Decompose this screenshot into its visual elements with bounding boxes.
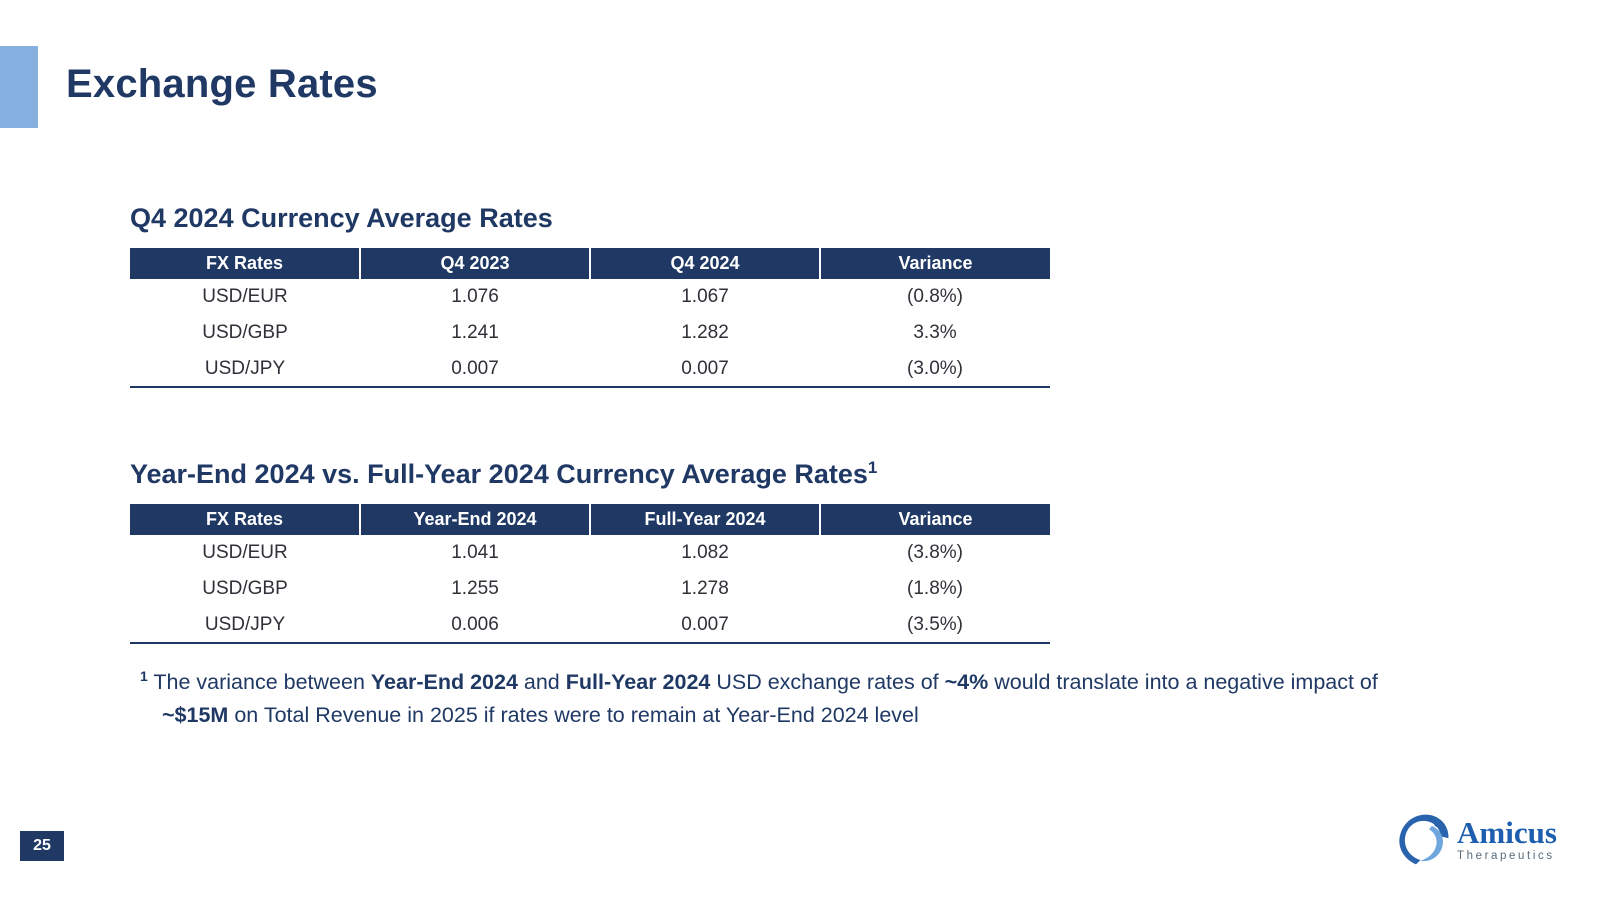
page-title: Exchange Rates xyxy=(66,62,378,106)
fx-pair: USD/EUR xyxy=(202,542,288,563)
footnote-text-bold: Full-Year 2024 xyxy=(565,670,711,695)
rate-value: 1.241 xyxy=(451,322,499,343)
rate-value: 1.067 xyxy=(681,286,729,307)
title-accent-bar xyxy=(0,46,38,128)
column-header: Full-Year 2024 xyxy=(589,504,820,535)
rate-value: 1.076 xyxy=(451,286,499,307)
variance-value: (1.8%) xyxy=(907,578,963,599)
section2-heading-text: Year-End 2024 vs. Full-Year 2024 Currenc… xyxy=(130,459,868,489)
footnote-text-bold: Year-End 2024 xyxy=(370,670,518,695)
column-header: Q4 2023 xyxy=(359,248,590,279)
table-row: USD/JPY 0.006 0.007 (3.5%) xyxy=(130,607,1050,644)
logo-company-name: Amicus xyxy=(1457,814,1557,850)
rate-value: 0.007 xyxy=(590,607,820,644)
section2-heading-superscript: 1 xyxy=(867,458,878,477)
fx-pair: USD/JPY xyxy=(130,607,360,644)
variance-value: (0.8%) xyxy=(907,286,963,307)
footnote-text-bold: ~$15M xyxy=(162,702,229,727)
table-row: USD/GBP 1.255 1.278 (1.8%) xyxy=(130,571,1050,607)
rate-value: 1.278 xyxy=(681,578,729,599)
column-header: Variance xyxy=(819,248,1050,279)
column-header: Variance xyxy=(819,504,1050,535)
logo-company-subtext: Therapeutics xyxy=(1457,849,1555,862)
footnote: 1 The variance between Year-End 2024 and… xyxy=(140,666,1440,732)
footnote-text: USD exchange rates of xyxy=(710,670,945,695)
q4-rates-table-header: FX Rates Q4 2023 Q4 2024 Variance xyxy=(130,248,1050,279)
section-q4-rates: Q4 2024 Currency Average Rates FX Rates … xyxy=(130,203,1050,388)
footnote-text: and xyxy=(517,670,566,695)
variance-value: 3.3% xyxy=(913,322,957,343)
rate-value: 1.255 xyxy=(451,578,499,599)
column-header: FX Rates xyxy=(130,248,360,279)
rate-value: 1.082 xyxy=(681,542,729,563)
fx-pair: USD/GBP xyxy=(202,578,288,599)
footnote-text: on Total Revenue in 2025 if rates were t… xyxy=(228,702,919,727)
table-row: USD/EUR 1.041 1.082 (3.8%) xyxy=(130,535,1050,571)
table-row: USD/GBP 1.241 1.282 3.3% xyxy=(130,315,1050,351)
variance-value: (3.8%) xyxy=(907,542,963,563)
fx-pair: USD/EUR xyxy=(202,286,288,307)
fx-pair: USD/JPY xyxy=(130,351,360,388)
company-logo: Amicus Therapeutics xyxy=(1395,810,1557,868)
amicus-logo-icon xyxy=(1395,810,1451,868)
rate-value: 1.041 xyxy=(451,542,499,563)
table-row: USD/EUR 1.076 1.067 (0.8%) xyxy=(130,279,1050,315)
footnote-text-bold: ~4% xyxy=(944,670,989,695)
footnote-text: would translate into a negative impact o… xyxy=(988,670,1378,695)
section1-heading: Q4 2024 Currency Average Rates xyxy=(130,203,553,233)
q4-rates-table: FX Rates Q4 2023 Q4 2024 Variance USD/EU… xyxy=(130,248,1050,388)
fx-pair: USD/GBP xyxy=(202,322,288,343)
rate-value: 1.282 xyxy=(681,322,729,343)
logo-text-block: Amicus Therapeutics xyxy=(1457,817,1557,862)
rate-value: 0.006 xyxy=(360,607,590,644)
footnote-text: The variance between xyxy=(147,670,371,695)
rate-value: 0.007 xyxy=(590,351,820,388)
variance-value: (3.5%) xyxy=(820,607,1050,644)
section2-heading: Year-End 2024 vs. Full-Year 2024 Currenc… xyxy=(130,458,1050,490)
column-header: Q4 2024 xyxy=(589,248,820,279)
year-end-rates-table-header: FX Rates Year-End 2024 Full-Year 2024 Va… xyxy=(130,504,1050,535)
column-header: FX Rates xyxy=(130,504,360,535)
section-year-end-rates: Year-End 2024 vs. Full-Year 2024 Currenc… xyxy=(130,458,1050,644)
table-row: USD/JPY 0.007 0.007 (3.0%) xyxy=(130,351,1050,388)
rate-value: 0.007 xyxy=(360,351,590,388)
column-header: Year-End 2024 xyxy=(359,504,590,535)
variance-value: (3.0%) xyxy=(820,351,1050,388)
year-end-rates-table: FX Rates Year-End 2024 Full-Year 2024 Va… xyxy=(130,504,1050,644)
page-number-badge: 25 xyxy=(20,831,64,861)
footnote-superscript: 1 xyxy=(140,668,148,684)
